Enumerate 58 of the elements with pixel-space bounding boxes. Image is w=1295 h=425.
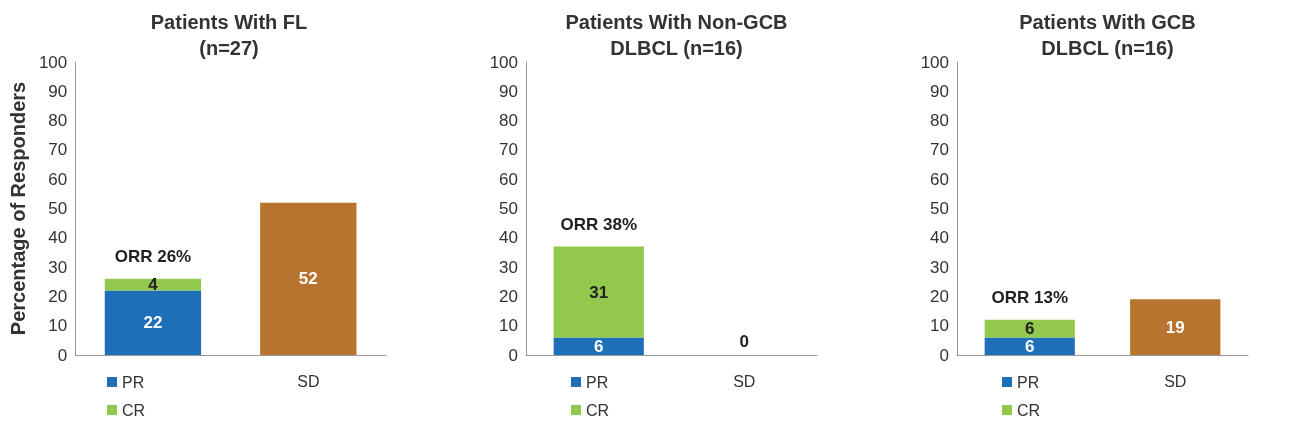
y-tick-label: 50 xyxy=(48,199,68,218)
y-tick-label: 100 xyxy=(38,52,68,72)
y-tick-label: 80 xyxy=(499,111,518,131)
chart-title: Patients With FL (n=27) xyxy=(150,11,308,59)
y-tick-label: 10 xyxy=(48,316,68,336)
data-label: 6 xyxy=(594,336,604,356)
chart-title: Patients With Non-GCB DLBCL (n=16) xyxy=(565,11,788,59)
x-tick-label: SD xyxy=(733,372,756,390)
y-tick-label: 30 xyxy=(499,257,518,277)
data-label: 6 xyxy=(1025,319,1035,339)
y-tick-label: 40 xyxy=(499,228,518,248)
y-tick-label: 20 xyxy=(930,286,949,306)
annotation: ORR 38% xyxy=(560,214,638,234)
y-tick-label: 20 xyxy=(48,286,68,306)
y-tick-label: 40 xyxy=(930,228,949,248)
y-tick-label: 60 xyxy=(499,169,518,189)
y-tick-label: 80 xyxy=(930,111,949,131)
y-tick-label: 10 xyxy=(930,316,949,336)
data-label: 6 xyxy=(1025,336,1035,356)
legend-label: PR xyxy=(122,373,145,391)
y-tick-label: 40 xyxy=(48,228,68,248)
y-tick-label: 20 xyxy=(499,286,518,306)
x-tick-label: SD xyxy=(1164,372,1187,390)
data-label: 4 xyxy=(148,275,159,295)
annotation: ORR 26% xyxy=(114,246,192,266)
y-tick-label: 90 xyxy=(930,81,949,101)
y-tick-label: 100 xyxy=(920,52,949,72)
data-label: 19 xyxy=(1165,317,1185,337)
chart-title: Patients With GCB DLBCL (n=16) xyxy=(1019,11,1196,59)
legend-label: PR xyxy=(586,373,609,391)
y-tick-label: 70 xyxy=(499,140,518,160)
y-tick-label: 0 xyxy=(57,345,68,365)
y-tick-label: 100 xyxy=(489,52,518,72)
data-label: 31 xyxy=(589,282,609,302)
y-tick-label: 30 xyxy=(930,257,949,277)
legend-label: CR xyxy=(586,401,610,419)
legend-label: CR xyxy=(1017,401,1041,419)
y-axis-title: Percentage of Responders xyxy=(7,81,29,336)
data-label: 0 xyxy=(739,332,749,351)
annotation: ORR 13% xyxy=(991,287,1069,307)
data-label: 22 xyxy=(143,313,163,333)
y-tick-label: 90 xyxy=(499,81,518,101)
y-tick-label: 70 xyxy=(48,140,68,160)
legend-label: PR xyxy=(1017,373,1040,391)
y-tick-label: 80 xyxy=(48,111,68,131)
x-tick-label: SD xyxy=(297,372,320,390)
y-tick-label: 0 xyxy=(508,345,518,365)
data-label: 52 xyxy=(298,269,318,289)
y-tick-label: 60 xyxy=(48,169,68,189)
y-tick-label: 0 xyxy=(939,345,949,365)
y-tick-label: 50 xyxy=(499,199,518,218)
y-tick-label: 70 xyxy=(930,140,949,160)
y-tick-label: 50 xyxy=(930,199,949,218)
legend-label: CR xyxy=(122,401,146,419)
y-tick-label: 10 xyxy=(499,316,518,336)
y-tick-label: 30 xyxy=(48,257,68,277)
y-tick-label: 90 xyxy=(48,81,68,101)
y-tick-label: 60 xyxy=(930,169,949,189)
